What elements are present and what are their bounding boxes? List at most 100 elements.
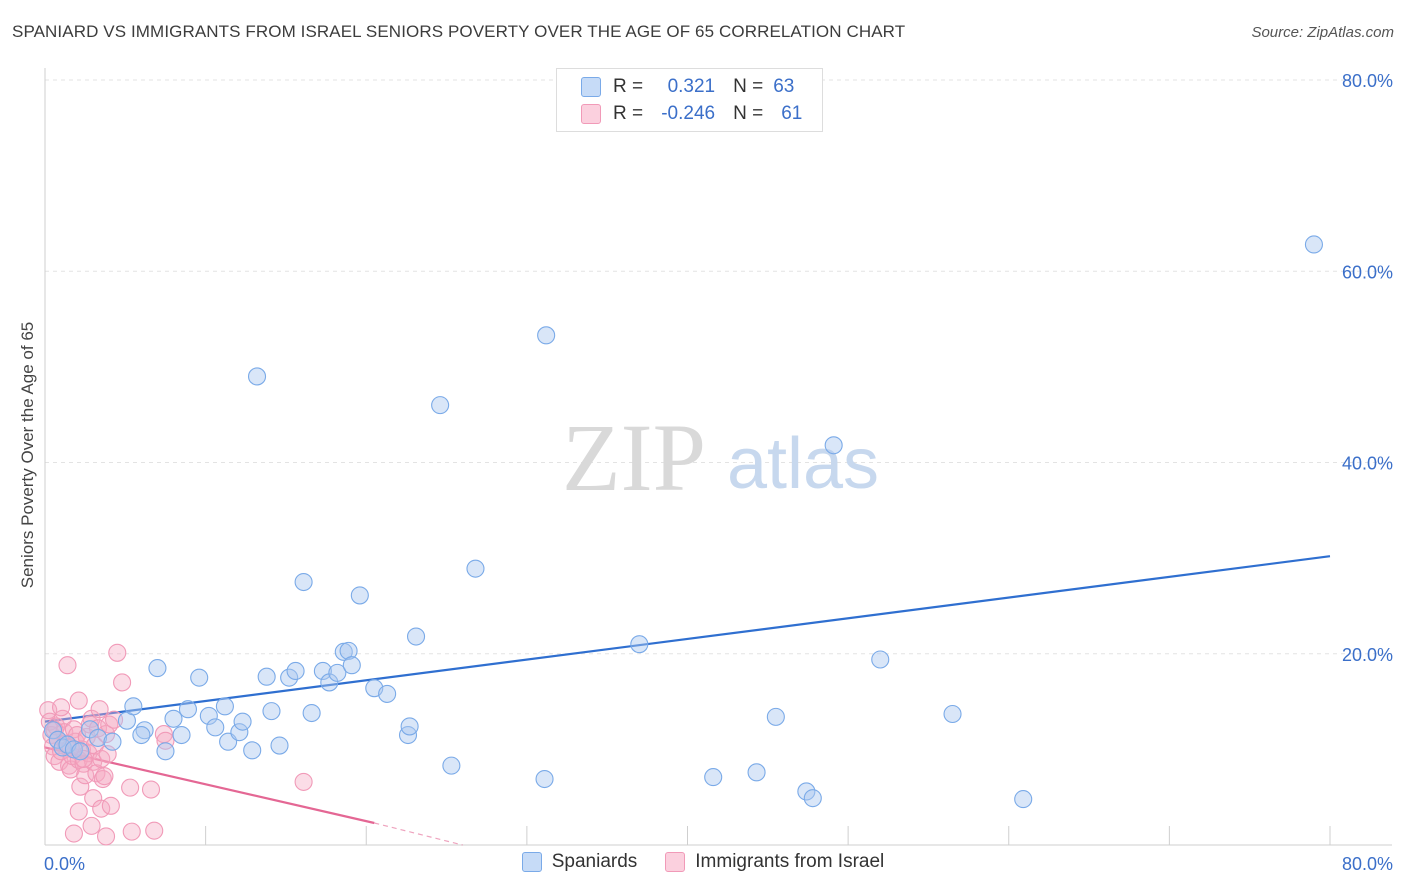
point-spaniards-5[interactable] bbox=[71, 742, 90, 761]
point-spaniards-31[interactable] bbox=[286, 661, 305, 681]
point-spaniards-52[interactable] bbox=[704, 768, 723, 787]
point-israel-21[interactable] bbox=[71, 777, 90, 796]
point-israel-12[interactable] bbox=[52, 698, 71, 717]
series-legend-spaniards[interactable]: Spaniards bbox=[521, 851, 637, 873]
point-israel-46[interactable] bbox=[82, 816, 101, 835]
point-spaniards-49[interactable] bbox=[535, 769, 554, 789]
point-spaniards-54[interactable] bbox=[766, 707, 785, 726]
point-israel-45[interactable] bbox=[64, 824, 83, 843]
point-spaniards-56[interactable] bbox=[803, 789, 822, 808]
point-spaniards-29[interactable] bbox=[270, 736, 289, 755]
point-israel-36[interactable] bbox=[93, 769, 112, 789]
point-spaniards-34[interactable] bbox=[313, 661, 332, 681]
y-tick-label-60: 60.0% bbox=[1342, 262, 1393, 282]
point-israel-56[interactable] bbox=[156, 731, 175, 750]
y-tick-label-20: 20.0% bbox=[1342, 645, 1393, 665]
point-spaniards-8[interactable] bbox=[103, 732, 122, 751]
series-swatch-israel bbox=[665, 852, 686, 872]
point-spaniards-16[interactable] bbox=[172, 725, 191, 745]
point-spaniards-40[interactable] bbox=[350, 586, 369, 605]
point-spaniards-25[interactable] bbox=[243, 741, 262, 760]
watermark: ZIP atlas bbox=[562, 404, 879, 511]
point-spaniards-7[interactable] bbox=[88, 728, 108, 747]
point-spaniards-20[interactable] bbox=[206, 718, 225, 737]
point-spaniards-23[interactable] bbox=[230, 723, 249, 742]
legend-r-label: R = bbox=[613, 76, 644, 97]
point-israel-57[interactable] bbox=[294, 772, 313, 791]
point-israel-53[interactable] bbox=[121, 778, 140, 797]
point-spaniards-50[interactable] bbox=[537, 326, 556, 345]
point-israel-25[interactable] bbox=[69, 691, 88, 710]
trend-line-series-0 bbox=[44, 555, 1331, 723]
point-spaniards-58[interactable] bbox=[871, 650, 890, 669]
point-israel-44[interactable] bbox=[101, 796, 120, 815]
point-spaniards-15[interactable] bbox=[164, 709, 183, 728]
point-spaniards-14[interactable] bbox=[156, 742, 175, 761]
point-israel-41[interactable] bbox=[69, 802, 88, 821]
point-spaniards-55[interactable] bbox=[797, 782, 816, 801]
point-israel-13[interactable] bbox=[58, 656, 77, 675]
point-israel-48[interactable] bbox=[122, 822, 141, 841]
point-spaniards-0[interactable] bbox=[43, 721, 63, 740]
point-israel-54[interactable] bbox=[141, 780, 161, 799]
series-label-israel: Immigrants from Israel bbox=[695, 851, 885, 872]
point-israel-47[interactable] bbox=[96, 827, 116, 846]
point-spaniards-27[interactable] bbox=[257, 667, 276, 686]
point-spaniards-46[interactable] bbox=[431, 396, 450, 415]
point-spaniards-36[interactable] bbox=[328, 663, 347, 682]
legend-r-value: -0.246 bbox=[661, 103, 716, 124]
point-spaniards-11[interactable] bbox=[135, 721, 154, 740]
point-israel-34[interactable] bbox=[90, 700, 109, 719]
point-spaniards-48[interactable] bbox=[466, 559, 485, 578]
point-spaniards-10[interactable] bbox=[124, 697, 143, 716]
series-swatch-spaniards bbox=[521, 852, 542, 872]
point-spaniards-32[interactable] bbox=[294, 572, 313, 592]
point-spaniards-47[interactable] bbox=[442, 756, 461, 775]
point-israel-24[interactable] bbox=[76, 766, 95, 785]
point-spaniards-39[interactable] bbox=[342, 656, 361, 675]
point-spaniards-42[interactable] bbox=[378, 684, 397, 703]
point-spaniards-18[interactable] bbox=[190, 668, 209, 687]
legend-n-label: N = bbox=[733, 76, 764, 97]
point-israel-51[interactable] bbox=[108, 643, 127, 662]
point-spaniards-4[interactable] bbox=[64, 740, 83, 759]
point-spaniards-57[interactable] bbox=[824, 436, 843, 455]
trend-extension-series-1 bbox=[374, 822, 463, 846]
point-spaniards-45[interactable] bbox=[406, 627, 426, 646]
point-spaniards-24[interactable] bbox=[233, 712, 252, 731]
point-spaniards-51[interactable] bbox=[630, 635, 649, 654]
point-spaniards-21[interactable] bbox=[215, 697, 234, 716]
point-spaniards-38[interactable] bbox=[339, 641, 358, 660]
point-israel-52[interactable] bbox=[113, 673, 132, 692]
point-spaniards-60[interactable] bbox=[1014, 790, 1033, 809]
point-israel-49[interactable] bbox=[145, 821, 164, 840]
data-points bbox=[39, 235, 1323, 846]
legend-swatch-spaniards bbox=[581, 77, 601, 97]
y-tick-label-40: 40.0% bbox=[1342, 454, 1393, 474]
y-axis-label: Seniors Poverty Over the Age of 65 bbox=[18, 321, 37, 589]
tick-labels: 20.0% 40.0% 60.0% 80.0% 0.0% 80.0% bbox=[44, 71, 1393, 874]
point-spaniards-12[interactable] bbox=[132, 725, 151, 745]
point-spaniards-13[interactable] bbox=[148, 659, 167, 678]
trend-lines bbox=[44, 555, 1331, 846]
point-spaniards-59[interactable] bbox=[943, 704, 962, 724]
series-legend-israel[interactable]: Immigrants from Israel bbox=[665, 851, 884, 873]
x-tick-label-max: 80.0% bbox=[1342, 854, 1393, 874]
point-spaniards-61[interactable] bbox=[1304, 235, 1323, 254]
point-spaniards-19[interactable] bbox=[199, 706, 218, 725]
point-spaniards-33[interactable] bbox=[302, 703, 321, 723]
point-spaniards-26[interactable] bbox=[247, 367, 267, 386]
axes bbox=[44, 68, 1392, 846]
point-spaniards-2[interactable] bbox=[53, 738, 72, 757]
point-israel-50[interactable] bbox=[105, 710, 124, 729]
point-spaniards-28[interactable] bbox=[262, 702, 281, 721]
correlation-legend: R = 0.321 N = 63 R = -0.246 N = 61 bbox=[556, 68, 823, 132]
legend-row-israel: R = -0.246 N = 61 bbox=[581, 101, 802, 127]
point-spaniards-44[interactable] bbox=[400, 717, 419, 736]
point-spaniards-17[interactable] bbox=[178, 700, 198, 719]
point-spaniards-53[interactable] bbox=[747, 763, 766, 782]
legend-r-label: R = bbox=[613, 103, 644, 124]
point-spaniards-30[interactable] bbox=[280, 668, 299, 687]
point-israel-37[interactable] bbox=[95, 767, 114, 786]
